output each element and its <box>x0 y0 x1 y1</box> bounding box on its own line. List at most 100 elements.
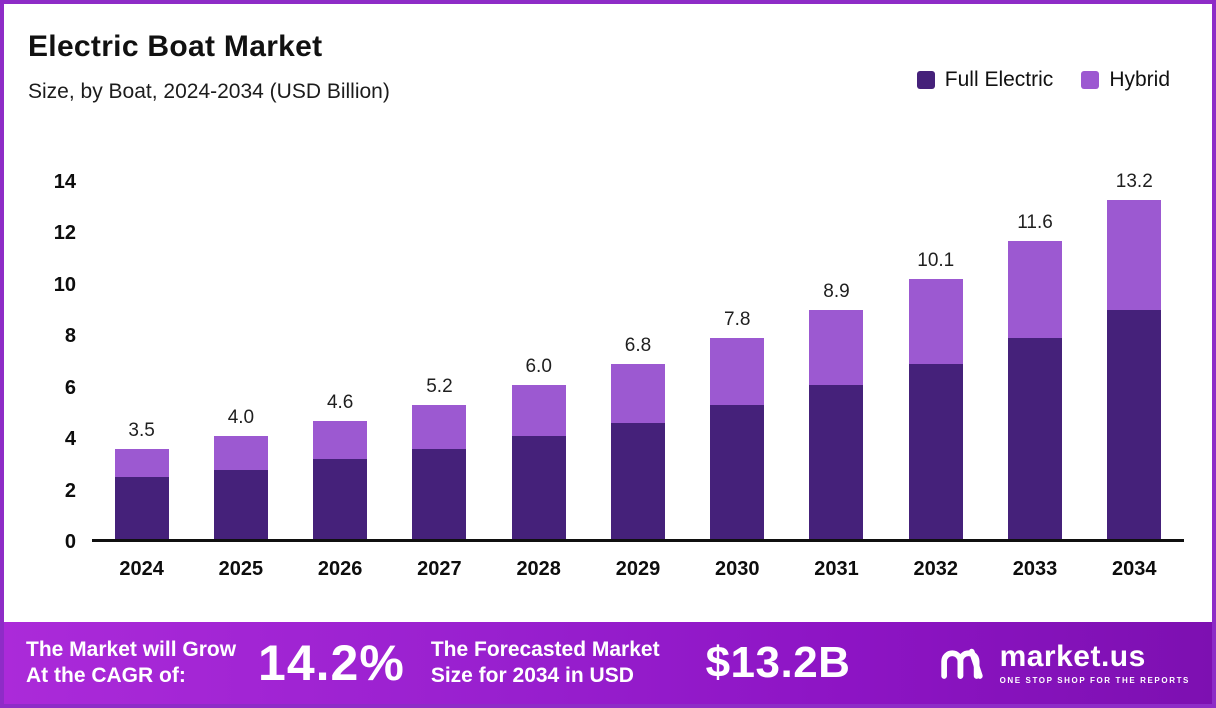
bar-group: 4.6 <box>291 392 390 539</box>
bar-stack <box>412 405 467 539</box>
bar-segment-hybrid <box>1107 199 1162 311</box>
bar-segment-hybrid <box>908 279 963 365</box>
x-axis-label: 2031 <box>814 558 859 580</box>
marketus-logo-icon <box>940 648 983 679</box>
bar-group: 8.9 <box>787 281 886 539</box>
legend-swatch-hybrid-icon <box>1081 71 1100 89</box>
bar-segment-full-electric <box>809 384 864 539</box>
page-subtitle: Size, by Boat, 2024-2034 (USD Billion) <box>28 80 390 103</box>
bar-segment-full-electric <box>1008 338 1063 539</box>
bar-segment-hybrid <box>114 449 169 478</box>
cagr-text-line1: The Market will Grow <box>26 637 237 661</box>
cagr-value: 14.2% <box>258 635 405 691</box>
bar-total-label: 13.2 <box>1115 170 1153 192</box>
cagr-text: The Market will Grow At the CAGR of: <box>26 637 236 690</box>
x-axis-labels: 2024 2025 2026 2027 2028 2029 2030 2031 2032 2033… <box>92 558 1184 581</box>
forecast-text: The Forecasted Market Size for 2034 in U… <box>431 637 660 690</box>
y-tick-label: 12 <box>53 222 76 245</box>
marketus-tagline: ONE STOP SHOP FOR THE REPORTS <box>999 675 1190 685</box>
bar-segment-hybrid <box>1008 240 1063 339</box>
bar-segment-hybrid <box>412 405 467 449</box>
bar-total-label: 6.8 <box>624 335 652 357</box>
bar-group: 4.0 <box>191 407 290 539</box>
bar-stack <box>313 420 368 539</box>
plot-area: 3.5 4.0 4.6 5.2 6.0 6.8 7.8 8.9 10.1 11.6 13.2 <box>92 171 1184 542</box>
x-axis-label: 2026 <box>317 558 363 580</box>
y-tick-label: 14 <box>53 171 76 193</box>
bar-total-label: 11.6 <box>1017 211 1053 233</box>
bar-segment-hybrid <box>511 384 566 437</box>
forecast-text-line1: The Forecasted Market <box>430 637 660 661</box>
x-axis-label: 2030 <box>714 558 760 580</box>
bar-total-label: 10.1 <box>917 250 955 272</box>
forecast-text-line2: Size for 2034 in USD <box>430 664 634 687</box>
stacked-bar-chart: 0 2 4 6 8 10 12 14 3.5 4.0 4.6 5.2 6.0 6.8 7.8 8.9 10.1… <box>4 171 1212 553</box>
marketus-logo: market.us ONE STOP SHOP FOR THE REPORTS <box>936 637 1190 689</box>
bar-segment-full-electric <box>610 423 665 539</box>
y-tick-label: 10 <box>53 273 76 296</box>
bar-total-label: 4.6 <box>326 391 354 413</box>
cagr-text-line2: At the CAGR of: <box>26 664 186 687</box>
bar-segment-full-electric <box>511 436 566 539</box>
y-tick-label: 0 <box>64 531 76 553</box>
bar-total-label: 4.0 <box>227 407 255 429</box>
y-tick-label: 4 <box>64 428 76 451</box>
bar-total-label: 7.8 <box>724 309 751 331</box>
bar-stack <box>1008 240 1063 539</box>
bar-stack <box>710 338 765 539</box>
bar-segment-hybrid <box>710 338 765 406</box>
header: Electric Boat Market Size, by Boat, 2024… <box>4 4 1212 104</box>
bar-stack <box>511 384 566 539</box>
bar-total-label: 8.9 <box>823 281 850 303</box>
bar-segment-hybrid <box>313 420 368 460</box>
x-axis-label: 2034 <box>1112 558 1157 580</box>
bar-segment-full-electric <box>710 405 765 539</box>
bar-segment-hybrid <box>809 310 864 385</box>
x-axis-label: 2029 <box>615 558 661 580</box>
bar-group: 6.0 <box>489 356 588 539</box>
bar-segment-hybrid <box>610 364 665 424</box>
bar-stack <box>809 310 864 539</box>
legend-swatch-full-electric-icon <box>916 71 935 89</box>
bar-total-label: 6.0 <box>525 355 552 377</box>
bar-total-label: 5.2 <box>426 376 453 398</box>
y-tick-label: 2 <box>64 479 76 502</box>
x-axis-label: 2024 <box>119 558 164 580</box>
bar-group: 5.2 <box>390 376 489 539</box>
y-axis: 0 2 4 6 8 10 12 14 <box>4 171 92 553</box>
bar-stack <box>908 279 963 539</box>
y-tick-label: 6 <box>64 376 76 399</box>
bar-stack <box>114 449 169 539</box>
bar-group: 6.8 <box>588 335 687 539</box>
bar-segment-hybrid <box>213 436 268 470</box>
marketus-brand-text: market.us ONE STOP SHOP FOR THE REPORTS <box>999 639 1190 685</box>
bar-group: 7.8 <box>688 309 787 539</box>
footer-banner: The Market will Grow At the CAGR of: 14.… <box>4 622 1212 704</box>
bar-group: 13.2 <box>1085 171 1184 539</box>
bar-stack <box>1107 199 1162 539</box>
legend: Full Electric Hybrid <box>916 68 1170 92</box>
bar-segment-full-electric <box>213 469 268 539</box>
bar-group: 11.6 <box>985 212 1084 539</box>
x-axis-label: 2028 <box>516 558 561 580</box>
x-axis-label: 2032 <box>913 558 959 580</box>
bar-group: 3.5 <box>92 420 191 539</box>
legend-item-full-electric: Full Electric <box>916 68 1053 92</box>
bar-segment-full-electric <box>313 459 368 539</box>
forecast-value: $13.2B <box>705 638 851 687</box>
x-axis-label: 2025 <box>218 558 264 580</box>
bar-segment-full-electric <box>908 364 963 539</box>
x-axis-label: 2033 <box>1012 558 1058 580</box>
y-tick-label: 8 <box>64 325 76 348</box>
bar-group: 10.1 <box>886 250 985 539</box>
page-title: Electric Boat Market <box>28 30 323 63</box>
bar-segment-full-electric <box>114 477 169 539</box>
bar-segment-full-electric <box>1107 310 1162 539</box>
bar-total-label: 3.5 <box>128 420 155 442</box>
marketus-name: market.us <box>999 639 1146 673</box>
bar-stack <box>213 436 268 539</box>
legend-item-hybrid: Hybrid <box>1081 68 1170 92</box>
bar-stack <box>610 364 665 539</box>
legend-label-hybrid: Hybrid <box>1109 68 1170 91</box>
